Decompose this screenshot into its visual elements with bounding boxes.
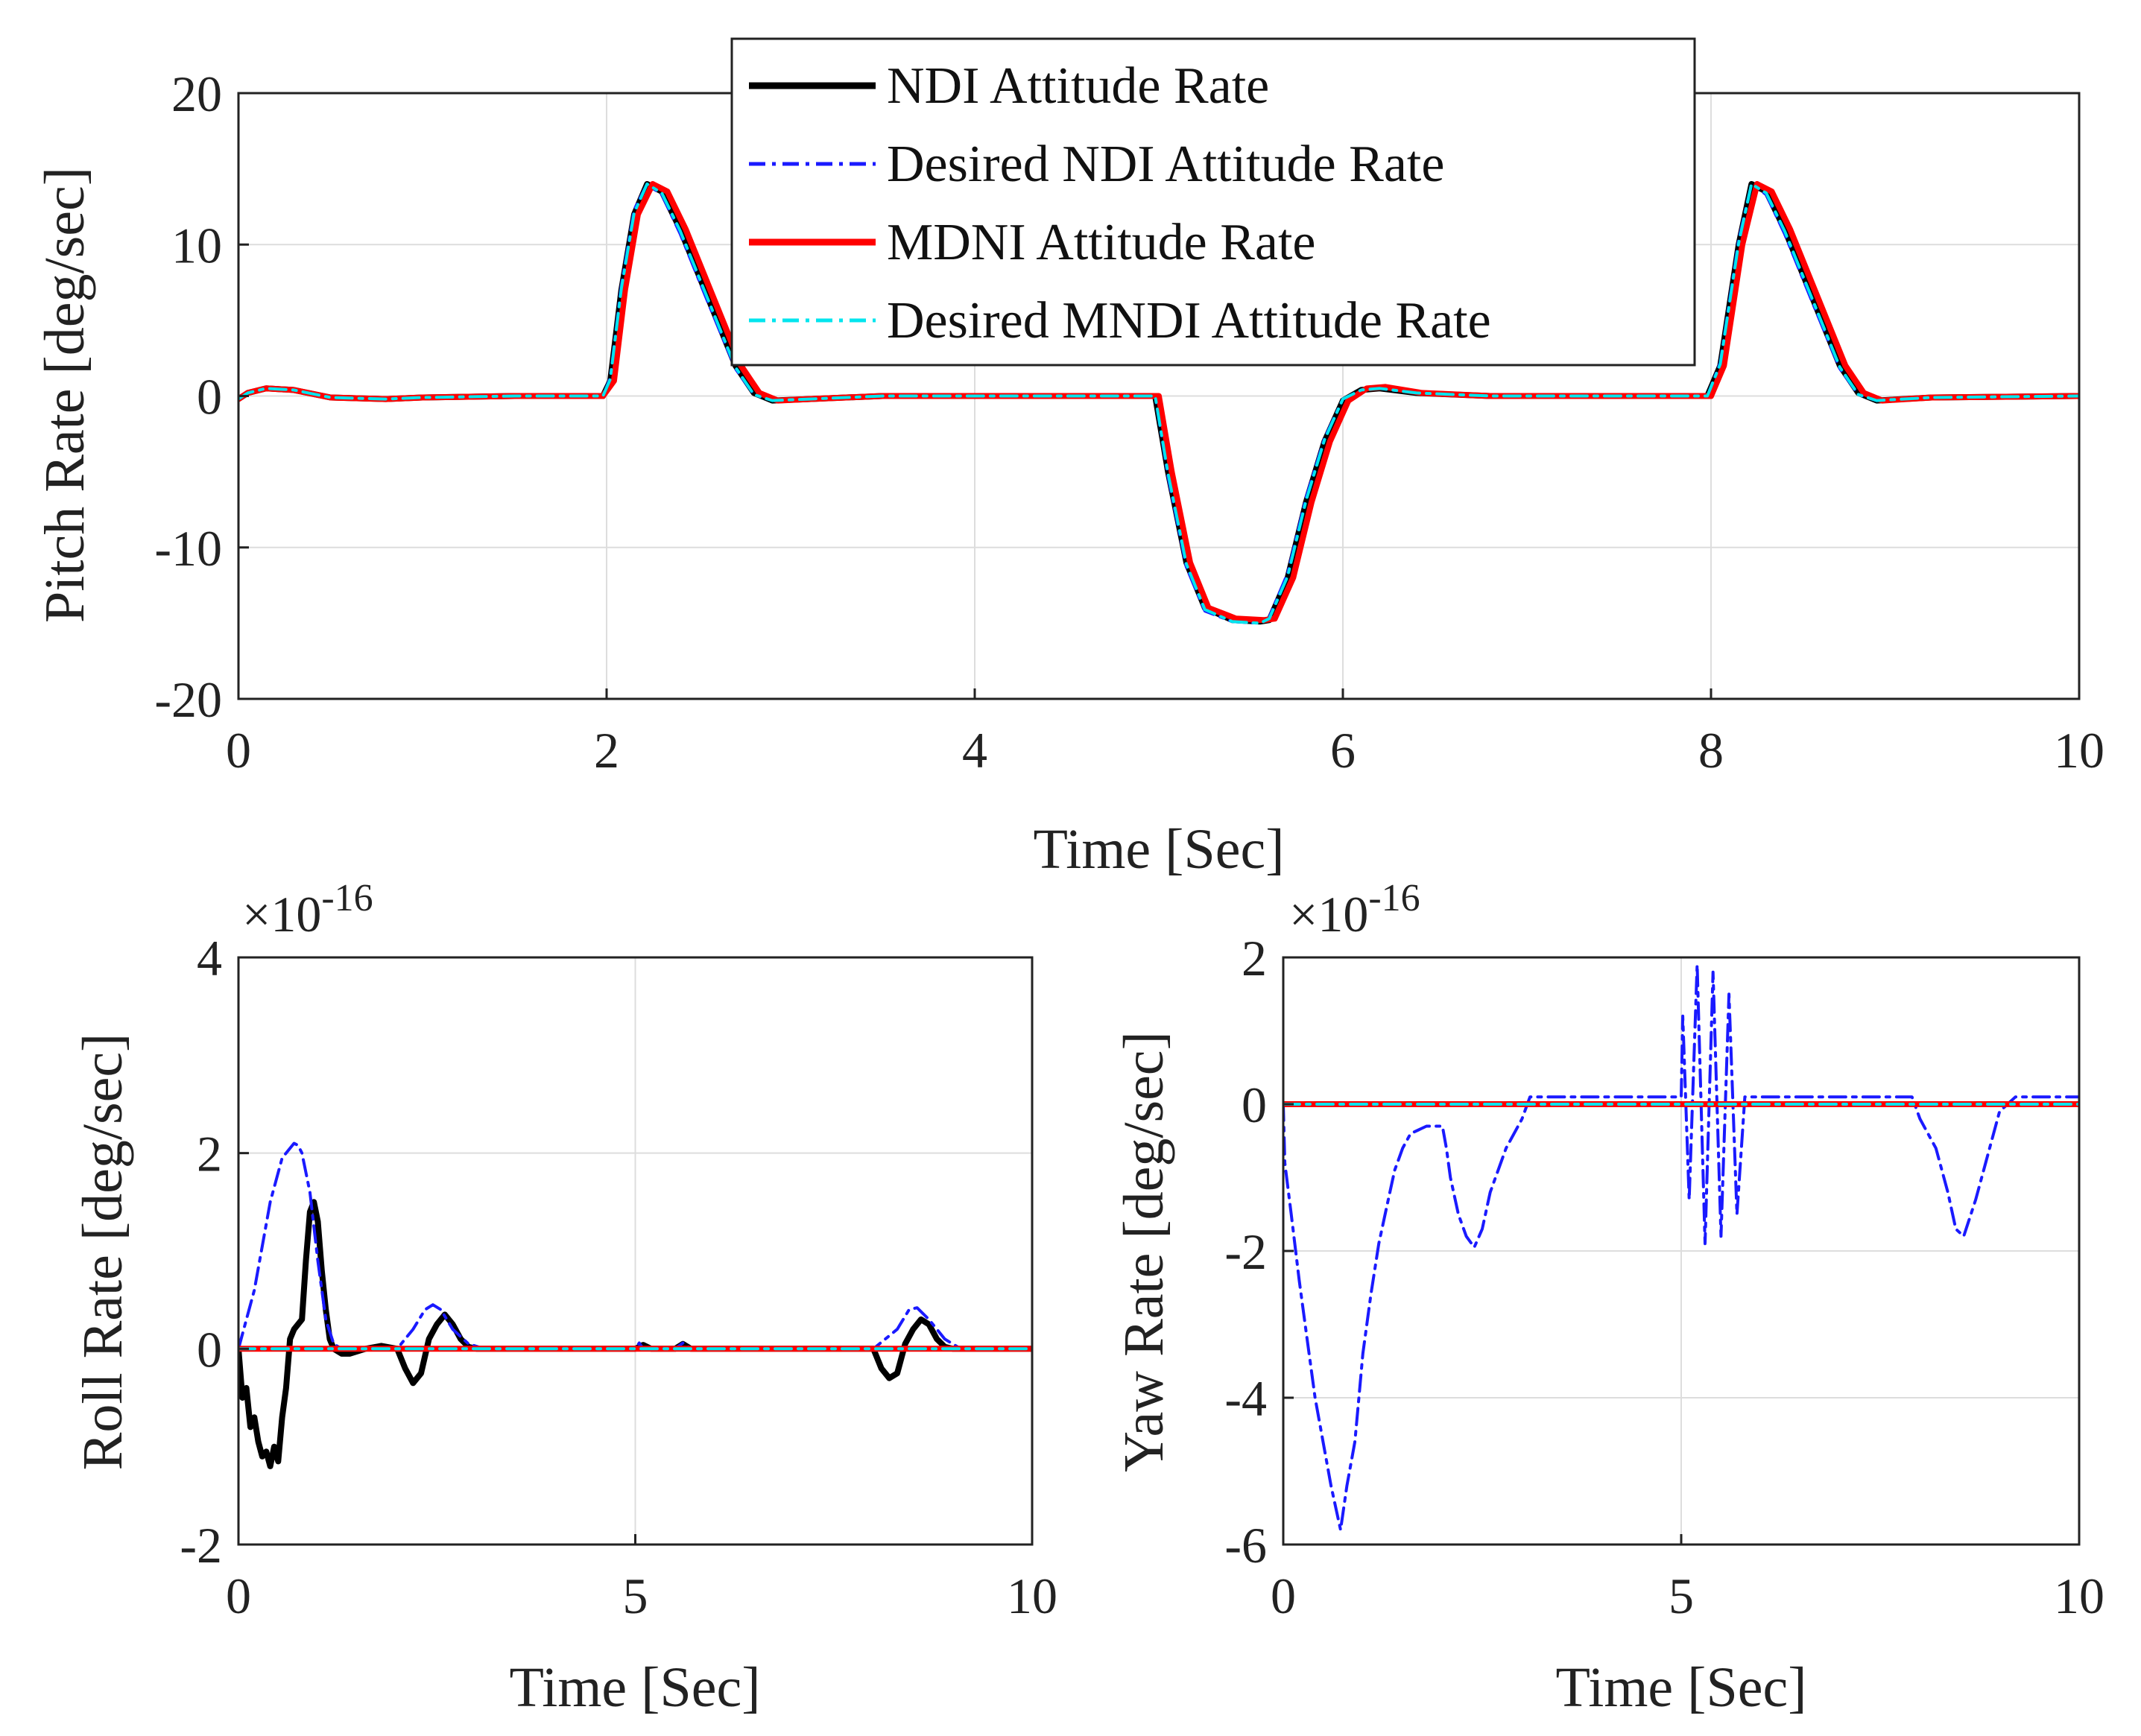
pitch-x-axis-label: Time [Sec]	[1033, 818, 1284, 881]
pitch-x-tick-label-3: 6	[1330, 722, 1356, 779]
yaw-series-desired-ndi-attitude-rate-line	[1283, 963, 2079, 1532]
legend-entry-desired-mndi: Desired MNDI Attitude Rate	[887, 292, 1491, 349]
roll-series-ndi-attitude-rate-line	[238, 1199, 1032, 1469]
roll-x-axis-label: Time [Sec]	[509, 1656, 760, 1719]
yaw-y-tick-label-3: 0	[1242, 1077, 1267, 1133]
roll-series-group	[238, 1141, 1032, 1469]
legend: NDI Attitude Rate Desired NDI Attitude R…	[730, 37, 1696, 367]
yaw-x-tick-label-1: 5	[1669, 1568, 1694, 1624]
pitch-y-tick-label-4: 20	[171, 66, 222, 122]
pitch-series-group	[238, 181, 2079, 625]
yaw-tick-labels: 0 5 10 -6 -4 -2 0 2	[1224, 930, 2104, 1624]
pitch-x-tick-label-2: 4	[962, 722, 987, 779]
pitch-y-tick-label-1: -10	[154, 520, 222, 577]
roll-y-tick-label-1: 0	[197, 1321, 222, 1378]
roll-x-tick-label-2: 10	[1007, 1568, 1057, 1624]
pitch-y-tick-label-0: -20	[154, 671, 222, 728]
legend-entry-mdni: MDNI Attitude Rate	[887, 214, 1315, 271]
pitch-rate-panel: 0 2 4 6 8 10 -20 -10 0 10 20 Time [Sec] Pitch Rate…	[34, 37, 2104, 881]
pitch-x-tick-label-1: 2	[594, 722, 619, 779]
pitch-series-desired-mndi-attitude-rate-line	[238, 183, 2079, 625]
yaw-exponent-label: ×10-16	[1289, 877, 1420, 943]
roll-x-tick-label-1: 5	[623, 1568, 648, 1624]
roll-y-tick-label-3: 4	[197, 930, 222, 986]
yaw-rate-panel: 0 5 10 -6 -4 -2 0 2 ×10-16 Time [Sec] Yaw Rate …	[1113, 877, 2104, 1719]
legend-entry-ndi: NDI Attitude Rate	[887, 57, 1269, 115]
roll-exponent-label: ×10-16	[242, 877, 373, 943]
yaw-y-axis-label: Yaw Rate [deg/sec]	[1113, 1031, 1175, 1472]
pitch-x-tick-label-0: 0	[226, 722, 251, 779]
yaw-y-tick-label-1: -4	[1224, 1370, 1267, 1427]
yaw-y-tick-label-4: 2	[1242, 930, 1267, 986]
legend-entry-desired-ndi: Desired NDI Attitude Rate	[887, 136, 1444, 193]
roll-x-tick-label-0: 0	[226, 1568, 251, 1624]
legend-box	[730, 37, 1696, 367]
pitch-y-axis-label: Pitch Rate [deg/sec]	[34, 167, 96, 623]
yaw-series-group	[1283, 963, 2079, 1532]
roll-series-desired-ndi-attitude-rate-line	[238, 1141, 1032, 1351]
pitch-x-tick-label-5: 10	[2054, 722, 2104, 779]
roll-y-axis-label: Roll Rate [deg/sec]	[72, 1033, 134, 1471]
yaw-x-tick-label-0: 0	[1271, 1568, 1296, 1624]
yaw-y-tick-label-2: -2	[1224, 1223, 1267, 1280]
yaw-y-tick-label-0: -6	[1224, 1517, 1267, 1574]
pitch-tick-labels: 0 2 4 6 8 10 -20 -10 0 10 20	[154, 66, 2104, 779]
roll-y-tick-label-0: -2	[180, 1517, 222, 1574]
pitch-x-tick-label-4: 8	[1698, 722, 1724, 779]
yaw-x-axis-label: Time [Sec]	[1555, 1656, 1806, 1719]
yaw-x-tick-label-2: 10	[2054, 1568, 2104, 1624]
pitch-y-tick-label-3: 10	[171, 217, 222, 273]
roll-y-tick-label-2: 2	[197, 1126, 222, 1182]
pitch-y-tick-label-2: 0	[197, 369, 222, 425]
roll-grid	[238, 957, 1033, 1545]
